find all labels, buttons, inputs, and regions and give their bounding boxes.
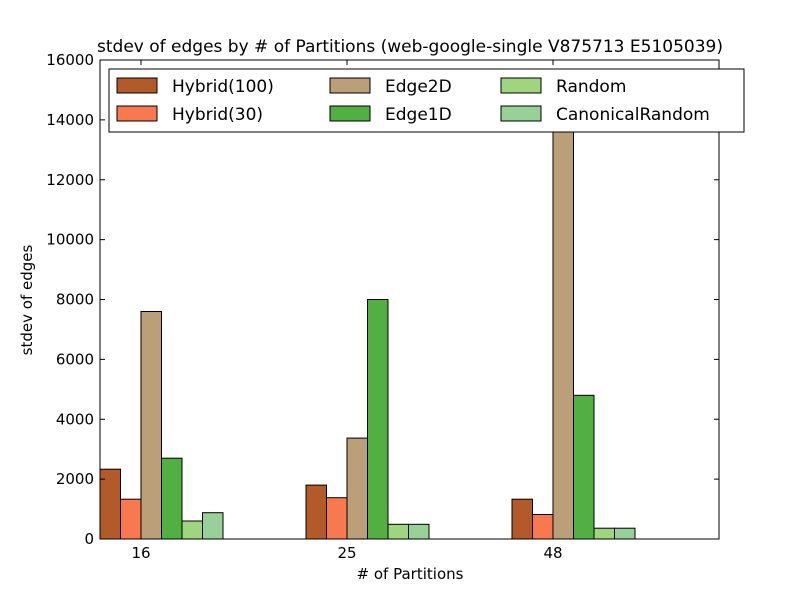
x-axis: 16 25 48 xyxy=(131,60,563,562)
bar-hybrid-30--48 xyxy=(532,514,554,540)
bar-hybrid-100--48 xyxy=(511,498,533,540)
y-tick-label: 6000 xyxy=(56,350,94,368)
y-tick-label: 2000 xyxy=(56,470,94,488)
bar-hybrid-100--16 xyxy=(99,468,121,540)
bar-random-16 xyxy=(181,520,203,540)
y-tick-label: 12000 xyxy=(46,171,94,189)
legend-label: Edge2D xyxy=(385,77,452,97)
x-tick-label: 25 xyxy=(337,544,356,562)
bars-group xyxy=(99,119,636,540)
legend-swatch xyxy=(329,105,371,122)
legend-swatch xyxy=(116,77,158,94)
legend-box xyxy=(108,68,745,133)
x-tick-label: 48 xyxy=(543,544,562,562)
legend-label: Random xyxy=(556,77,626,97)
bar-edge2d-48 xyxy=(552,119,574,540)
bar-hybrid-100--25 xyxy=(305,484,327,540)
bar-random-48 xyxy=(593,527,615,540)
legend-label: Hybrid(30) xyxy=(172,105,263,125)
legend-swatch xyxy=(116,105,158,122)
bar-edge2d-16 xyxy=(140,311,162,540)
legend-label: Hybrid(100) xyxy=(172,77,274,97)
y-tick-label: 8000 xyxy=(56,291,94,309)
bar-edge1d-48 xyxy=(573,394,595,540)
bar-hybrid-30--16 xyxy=(120,498,142,540)
bar-edge1d-16 xyxy=(161,457,183,540)
y-tick-label: 16000 xyxy=(46,51,94,69)
y-tick-label: 10000 xyxy=(46,231,94,249)
legend-label: Edge1D xyxy=(385,105,452,125)
bar-canonicalrandom-48 xyxy=(614,527,636,540)
y-tick-label: 14000 xyxy=(46,111,94,129)
bar-edge2d-25 xyxy=(346,437,368,540)
legend-swatch xyxy=(500,77,542,94)
y-tick-label: 0 xyxy=(84,530,94,548)
legend-swatch xyxy=(500,105,542,122)
legend-label: CanonicalRandom xyxy=(556,105,710,125)
x-axis-label: # of Partitions xyxy=(357,565,464,583)
bar-hybrid-30--25 xyxy=(326,497,348,540)
bar-random-25 xyxy=(387,523,409,540)
legend: Hybrid(100) Hybrid(30) Edge2D Edge1D Random C… xyxy=(108,68,745,133)
y-tick-label: 4000 xyxy=(56,410,94,428)
y-axis: 0 2000 4000 6000 8000 10000 12000 14000 16000 xyxy=(46,51,719,548)
chart-title: stdev of edges by # of Partitions (web-g… xyxy=(97,37,723,57)
y-axis-label: stdev of edges xyxy=(18,245,36,356)
bar-edge1d-25 xyxy=(367,299,389,540)
bar-canonicalrandom-16 xyxy=(202,512,224,540)
legend-swatch xyxy=(329,77,371,94)
bar-canonicalrandom-25 xyxy=(408,523,430,540)
x-tick-label: 16 xyxy=(131,544,150,562)
